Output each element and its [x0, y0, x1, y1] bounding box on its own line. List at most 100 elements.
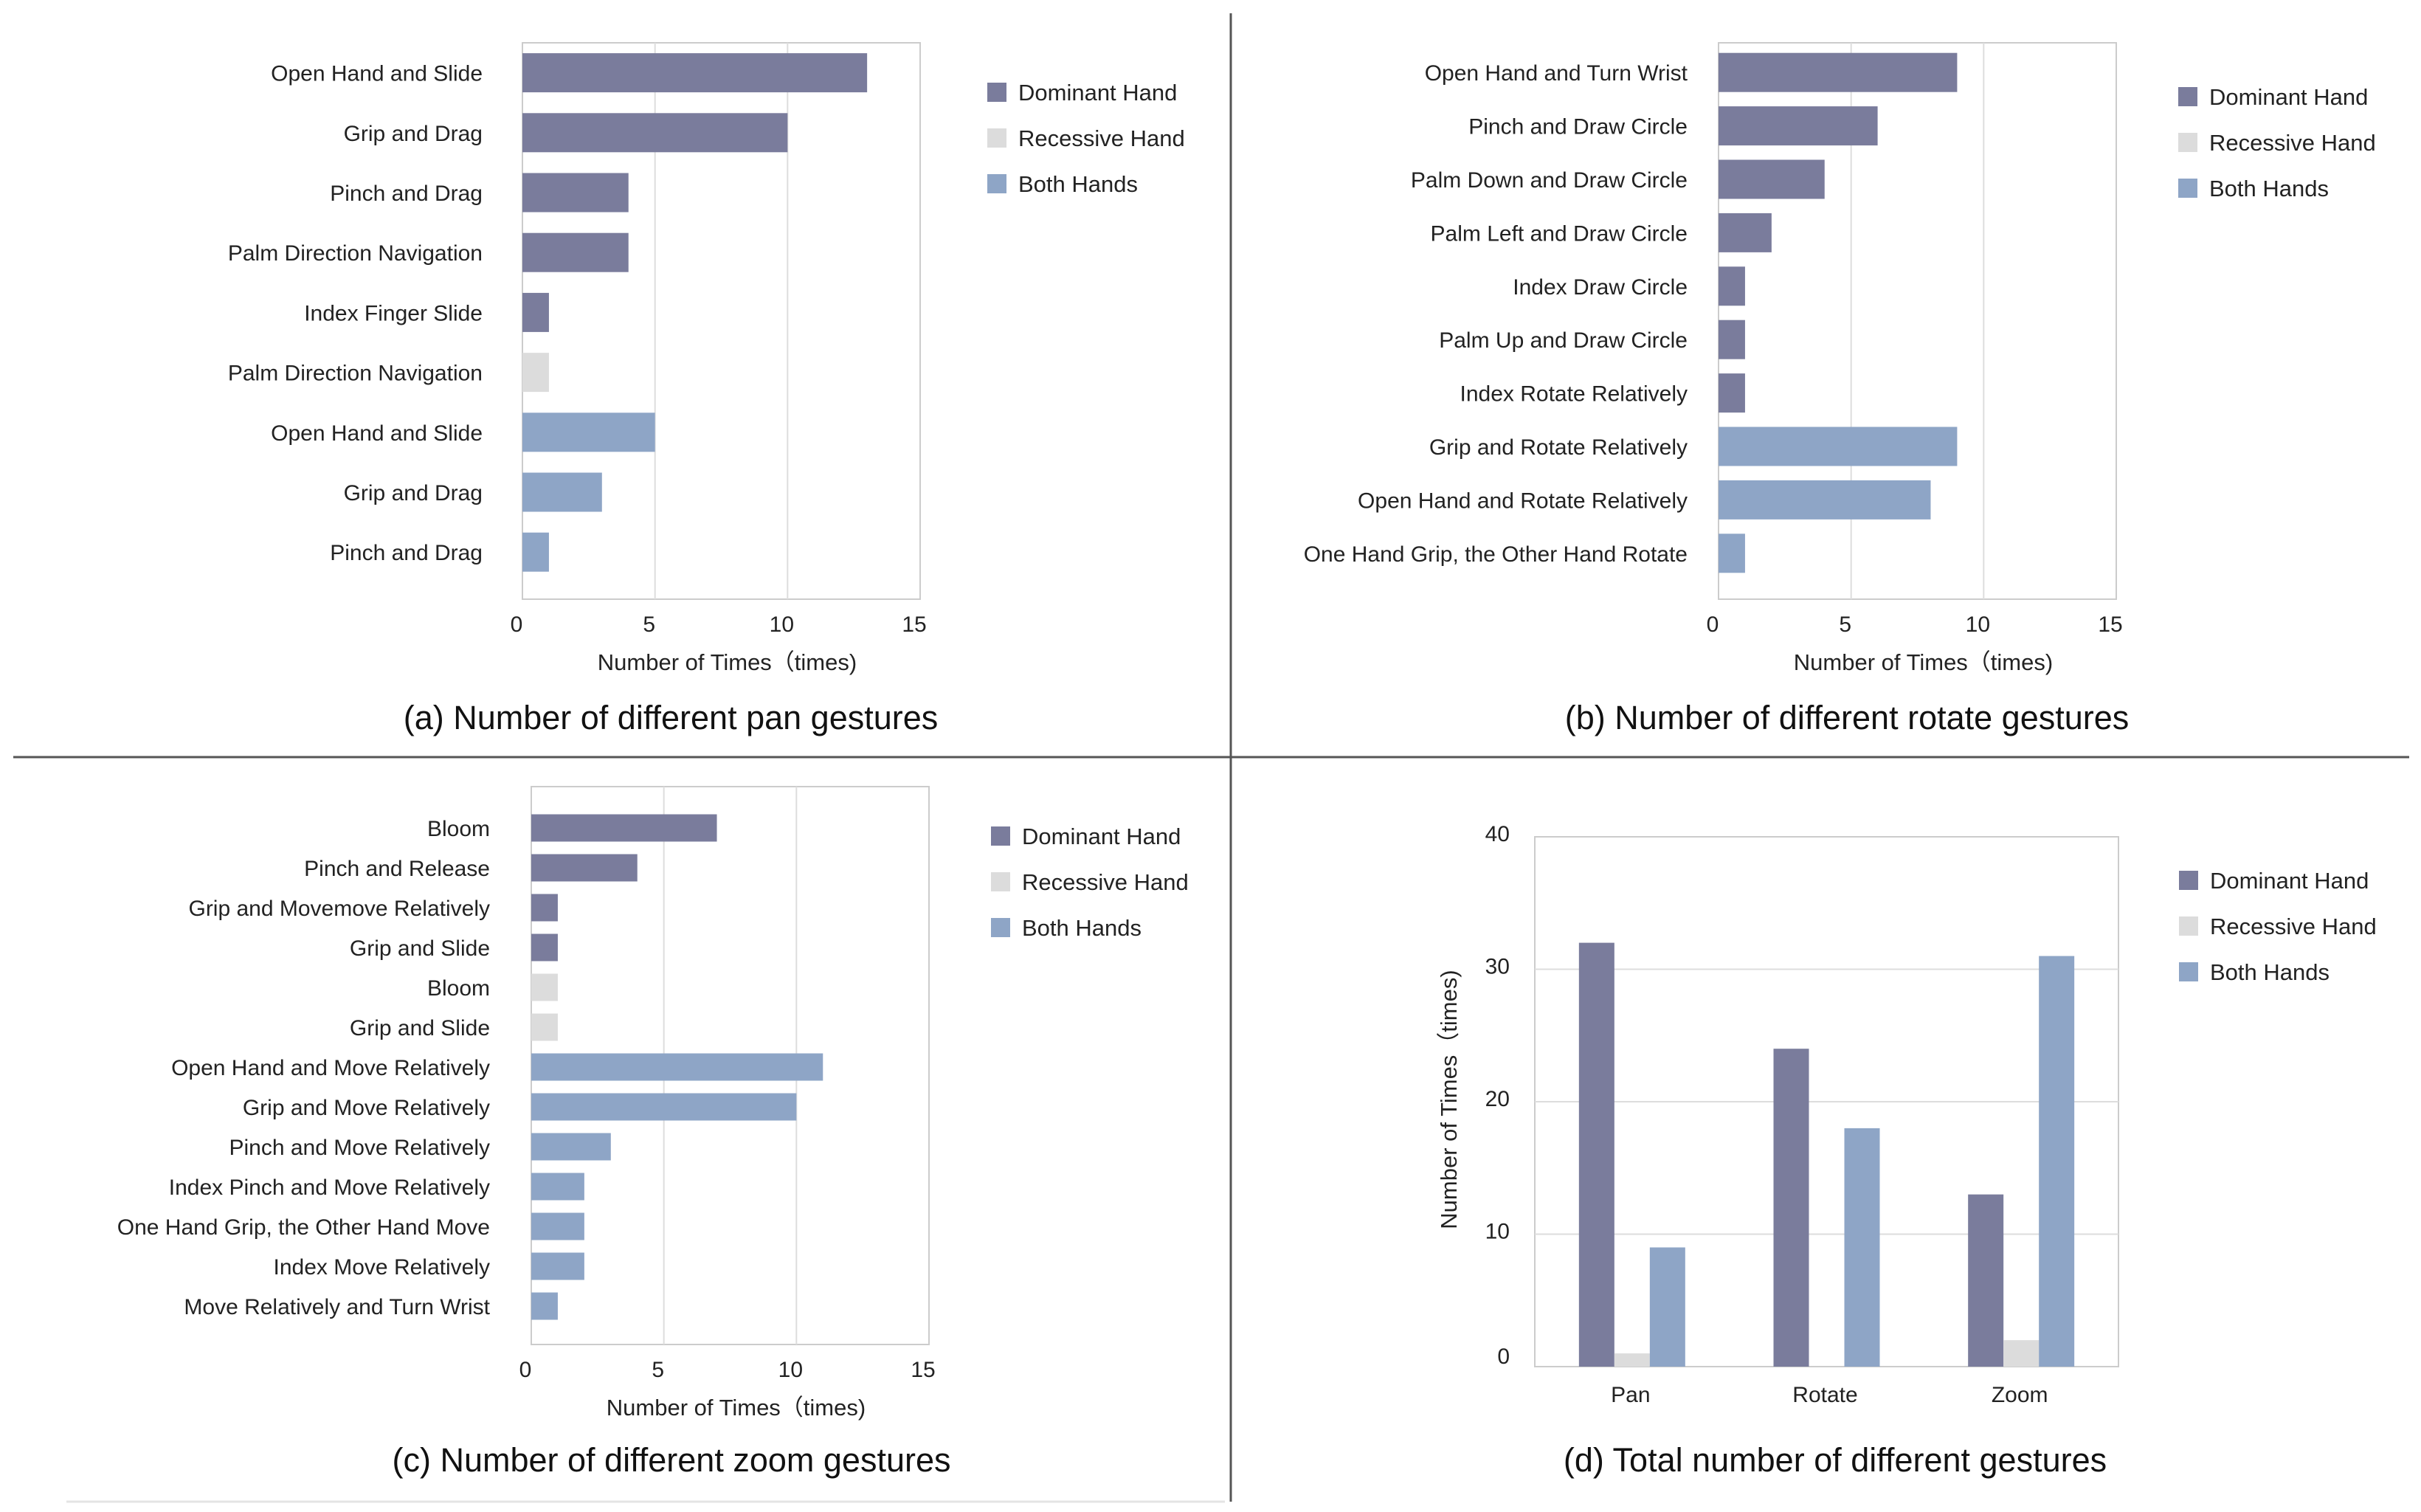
chart-d-y-tick-label: 0 [1497, 1344, 1510, 1369]
chart-d-bar-dominant [1773, 1049, 1809, 1367]
chart-c-category-label: Pinch and Release [304, 857, 490, 881]
chart-c-legend-swatch-both [991, 918, 1010, 937]
chart-b-bar [1719, 266, 1745, 306]
chart-b-bar [1719, 427, 1958, 466]
chart-b-caption: (b) Number of different rotate gestures [1565, 699, 2130, 736]
chart-d-legend-label-both: Both Hands [2210, 959, 2330, 985]
chart-d-legend-swatch-both [2179, 962, 2198, 981]
chart-a-x-tick-label: 0 [511, 612, 523, 637]
chart-a-x-tick-label: 15 [902, 612, 926, 637]
chart-d-x-tick-label: Rotate [1792, 1383, 1857, 1407]
chart-c-legend-swatch-recessive [991, 872, 1010, 891]
chart-b-x-tick-label: 10 [1966, 612, 1990, 637]
chart-d-legend-label-dominant: Dominant Hand [2210, 868, 2369, 894]
chart-a-category-label: Grip and Drag [344, 481, 483, 505]
chart-c-category-label: Open Hand and Move Relatively [171, 1056, 490, 1080]
chart-a-legend-swatch-dominant [987, 83, 1006, 102]
chart-c-legend-label-recessive: Recessive Hand [1022, 869, 1189, 895]
chart-a-x-tick-label: 5 [643, 612, 655, 637]
chart-a-bar [522, 232, 629, 272]
chart-c-bar [531, 1173, 584, 1201]
chart-c-category-label: Index Move Relatively [274, 1255, 490, 1280]
chart-a-legend-label-recessive: Recessive Hand [1018, 125, 1185, 151]
chart-b-x-tick-label: 0 [1707, 612, 1719, 637]
chart-c-legend-label-dominant: Dominant Hand [1022, 824, 1181, 849]
chart-b-category-label: One Hand Grip, the Other Hand Rotate [1304, 542, 1688, 567]
chart-d-y-tick-label: 10 [1485, 1220, 1510, 1244]
chart-b-category-label: Palm Left and Draw Circle [1431, 221, 1688, 246]
chart-c-category-label: One Hand Grip, the Other Hand Move [117, 1215, 490, 1240]
chart-b-bar [1719, 534, 1745, 573]
chart-a-category-label: Palm Direction Navigation [228, 362, 483, 386]
chart-a-category-label: Open Hand and Slide [271, 62, 483, 86]
chart-c-bar [531, 1133, 611, 1161]
chart-d-y-tick-label: 30 [1485, 955, 1510, 979]
chart-a-bar [522, 292, 549, 332]
chart-d-y-tick-label: 40 [1485, 822, 1510, 846]
chart-a-category-label: Palm Direction Navigation [228, 241, 483, 266]
chart-b-x-tick-label: 5 [1839, 612, 1851, 637]
chart-b-legend-swatch-dominant [2178, 87, 2197, 106]
chart-c-category-label: Pinch and Move Relatively [229, 1136, 490, 1160]
chart-b-category-label: Index Draw Circle [1513, 275, 1688, 300]
chart-c-category-label: Bloom [427, 976, 490, 1001]
chart-b-category-label: Grip and Rotate Relatively [1429, 435, 1688, 460]
chart-d-y-tick-label: 20 [1485, 1087, 1510, 1111]
chart-b-legend-swatch-both [2178, 179, 2197, 198]
chart-a-bar [522, 532, 549, 572]
chart-c-x-tick-label: 10 [778, 1358, 803, 1382]
chart-b-bar [1719, 159, 1825, 199]
chart-d-legend-label-recessive: Recessive Hand [2210, 914, 2377, 939]
chart-c-bar [531, 814, 717, 842]
chart-a-bar [522, 113, 788, 153]
chart-a-category-label: Open Hand and Slide [271, 421, 483, 446]
chart-c-bar [531, 1093, 797, 1121]
chart-b-category-label: Palm Down and Draw Circle [1411, 168, 1688, 193]
chart-c-legend-swatch-dominant [991, 826, 1010, 846]
chart-c-category-label: Index Pinch and Move Relatively [169, 1176, 490, 1200]
chart-b-legend-label-recessive: Recessive Hand [2209, 130, 2376, 156]
chart-d-bar-recessive [1614, 1353, 1650, 1367]
chart-c-x-tick-label: 15 [911, 1358, 935, 1382]
chart-d-legend-swatch-recessive [2179, 916, 2198, 936]
chart-a-x-axis-label: Number of Times（times) [598, 649, 857, 675]
chart-a-bar [522, 173, 629, 213]
chart-a-caption: (a) Number of different pan gestures [404, 699, 939, 736]
chart-b-legend-label-both: Both Hands [2209, 176, 2329, 201]
chart-c-bar [531, 1013, 558, 1041]
chart-c-bar [531, 1252, 584, 1280]
chart-a-bar [522, 353, 549, 393]
chart-a-x-tick-label: 10 [770, 612, 794, 637]
chart-c-bar [531, 1212, 584, 1240]
chart-a-category-label: Index Finger Slide [304, 301, 483, 325]
chart-b-bar [1719, 480, 1931, 519]
chart-a-bar [522, 53, 868, 93]
chart-b-legend-swatch-recessive [2178, 133, 2197, 152]
chart-c-bar [531, 1292, 558, 1320]
chart-a-legend-label-dominant: Dominant Hand [1018, 80, 1177, 106]
chart-d-bar-recessive [2003, 1340, 2040, 1367]
chart-b-category-label: Palm Up and Draw Circle [1439, 328, 1688, 353]
chart-c-category-label: Move Relatively and Turn Wrist [184, 1295, 490, 1319]
chart-c-bar [531, 894, 558, 922]
chart-c-bar [531, 933, 558, 962]
chart-b-category-label: Open Hand and Rotate Relatively [1358, 489, 1688, 513]
chart-a-bar [522, 472, 602, 512]
chart-c-x-tick-label: 0 [519, 1358, 532, 1382]
chart-b-bar [1719, 320, 1745, 359]
chart-b-bar [1719, 106, 1878, 146]
chart-c-bar [531, 854, 638, 882]
chart-c-bar [531, 1053, 823, 1081]
chart-d-x-tick-label: Zoom [1992, 1383, 2048, 1407]
chart-c-x-axis-label: Number of Times（times) [607, 1395, 866, 1420]
chart-c-caption: (c) Number of different zoom gestures [393, 1441, 951, 1479]
chart-d-bar-dominant [1578, 942, 1614, 1367]
chart-d-bar-both [1844, 1128, 1880, 1367]
chart-c-category-label: Grip and Move Relatively [243, 1096, 490, 1120]
chart-c-category-label: Bloom [427, 817, 490, 841]
chart-a-legend-swatch-recessive [987, 128, 1006, 148]
chart-c-category-label: Grip and Slide [350, 936, 490, 961]
chart-b-bar [1719, 52, 1958, 92]
chart-b-x-tick-label: 15 [2098, 612, 2122, 637]
